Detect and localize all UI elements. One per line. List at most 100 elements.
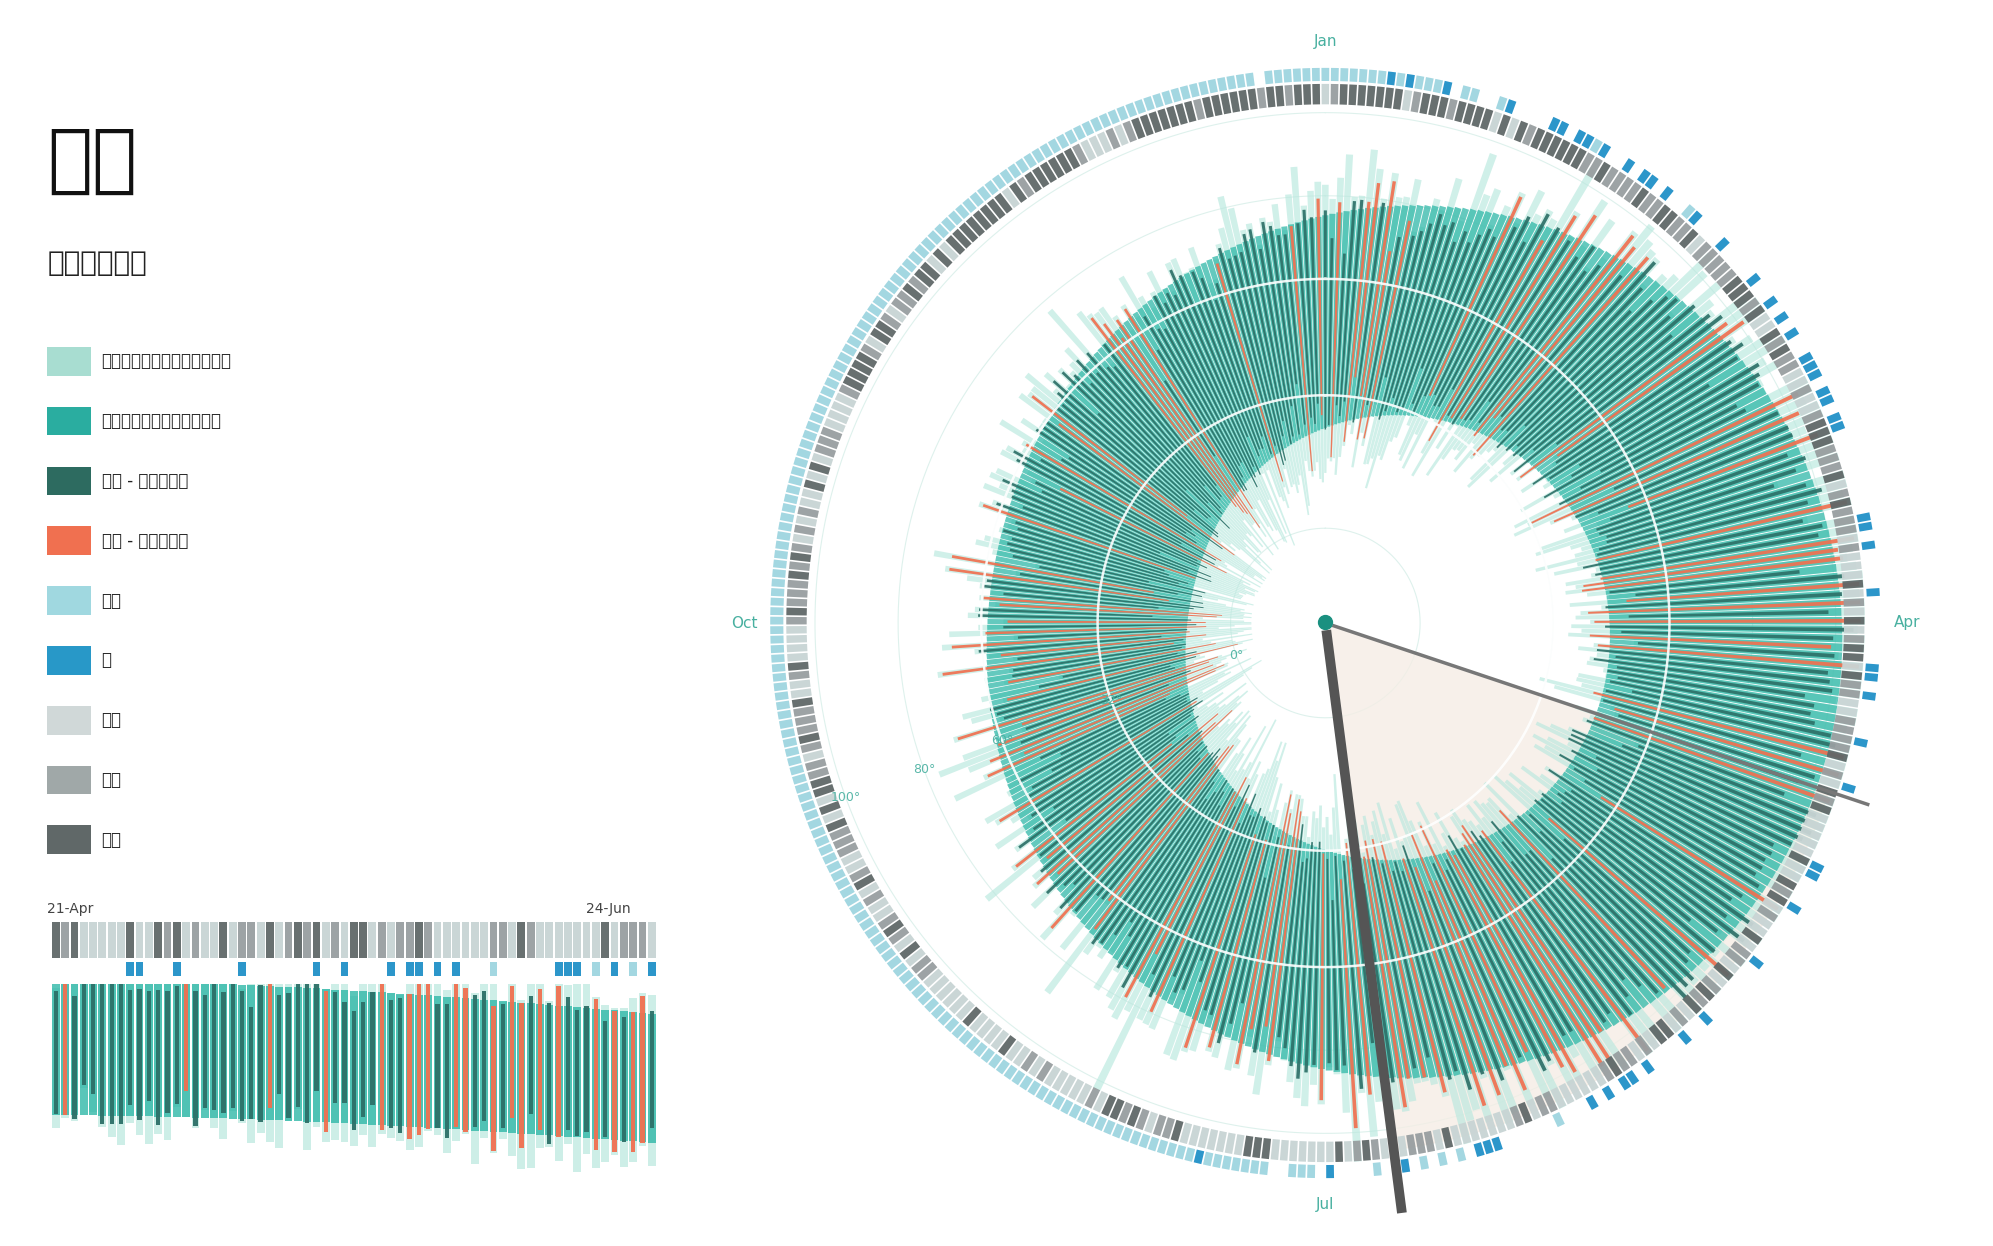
Bar <box>1598 434 1794 515</box>
Bar <box>1515 375 1808 528</box>
Bar <box>379 969 385 1130</box>
Bar <box>1333 211 1349 425</box>
Bar <box>1531 128 1545 150</box>
Bar <box>1557 315 1722 445</box>
Bar <box>1447 835 1566 1037</box>
Bar <box>1602 693 1828 758</box>
Bar <box>949 625 1236 637</box>
Bar <box>1090 383 1208 503</box>
Bar <box>1317 850 1325 1069</box>
Bar <box>875 941 891 954</box>
Bar <box>1415 867 1501 1095</box>
Bar <box>1222 1155 1232 1170</box>
Bar <box>1000 533 1194 588</box>
Bar <box>1555 685 1846 771</box>
Bar <box>407 994 413 1126</box>
Bar <box>841 344 857 356</box>
Bar <box>1447 851 1559 1054</box>
Bar <box>1339 201 1355 416</box>
Bar <box>1598 644 1859 669</box>
Bar <box>983 483 1256 596</box>
Bar <box>648 922 656 958</box>
Bar <box>303 922 311 958</box>
Bar <box>995 667 1252 826</box>
Bar <box>989 650 1186 694</box>
Bar <box>1586 660 1836 704</box>
Bar <box>1048 415 1212 538</box>
Bar <box>1401 871 1473 1090</box>
Bar <box>1325 817 1333 1068</box>
Bar <box>267 969 273 1109</box>
Bar <box>1144 796 1242 988</box>
Bar <box>1610 705 1844 780</box>
Bar <box>1539 341 1730 475</box>
Bar <box>1399 192 1527 461</box>
Bar <box>1036 1060 1052 1082</box>
Bar <box>1359 206 1401 419</box>
Bar <box>1461 214 1596 419</box>
Bar <box>1752 912 1774 930</box>
Bar <box>650 1011 654 1128</box>
Bar <box>1401 858 1477 1074</box>
Bar <box>1714 237 1730 252</box>
Bar <box>1224 1133 1236 1154</box>
Bar <box>771 588 785 597</box>
Bar <box>1212 279 1289 508</box>
Bar <box>1283 234 1305 425</box>
Bar <box>1058 424 1234 556</box>
Bar <box>789 679 811 689</box>
Bar <box>1347 168 1383 425</box>
Bar <box>1028 718 1196 842</box>
Bar <box>1280 816 1309 1060</box>
Bar <box>1026 391 1222 543</box>
Bar <box>1024 715 1196 836</box>
Bar <box>787 589 807 598</box>
Bar <box>998 527 1242 599</box>
Bar <box>1529 299 1714 455</box>
Bar <box>638 922 646 958</box>
Bar <box>1363 816 1421 1084</box>
Bar <box>1359 69 1367 82</box>
Bar <box>1594 500 1848 561</box>
Bar <box>979 583 1244 614</box>
Bar <box>1762 897 1784 915</box>
Bar <box>787 598 807 607</box>
Bar <box>903 283 923 302</box>
Bar <box>1048 157 1064 178</box>
Bar <box>359 922 367 958</box>
Bar <box>885 305 907 323</box>
Bar <box>1002 530 1188 584</box>
Bar <box>869 933 885 947</box>
Bar <box>1254 846 1289 1053</box>
Bar <box>548 1003 552 1144</box>
Bar <box>1441 218 1616 460</box>
Bar <box>1736 934 1758 952</box>
Bar <box>1487 267 1640 439</box>
Bar <box>1026 470 1252 586</box>
Bar <box>935 223 949 238</box>
Bar <box>1102 774 1224 951</box>
Bar <box>1020 664 1228 758</box>
Bar <box>1012 537 1178 584</box>
Bar <box>1588 426 1808 518</box>
Bar <box>1493 1111 1507 1134</box>
Bar <box>1501 826 1656 1003</box>
Bar <box>1026 444 1222 561</box>
Bar <box>1068 385 1218 525</box>
Bar <box>1373 1163 1381 1176</box>
Bar <box>1006 644 1238 701</box>
Bar <box>1628 432 1818 508</box>
Bar <box>1337 209 1357 424</box>
Bar <box>953 655 1222 743</box>
Bar <box>1590 525 1857 578</box>
Bar <box>1487 797 1670 994</box>
Bar <box>1604 556 1836 591</box>
Bar <box>1463 244 1596 429</box>
Bar <box>1407 224 1495 426</box>
Bar <box>1612 1050 1630 1072</box>
Bar <box>1784 858 1806 875</box>
Bar <box>1441 852 1551 1057</box>
Bar <box>1052 1070 1068 1091</box>
Bar <box>979 596 1252 618</box>
Bar <box>1447 232 1568 424</box>
